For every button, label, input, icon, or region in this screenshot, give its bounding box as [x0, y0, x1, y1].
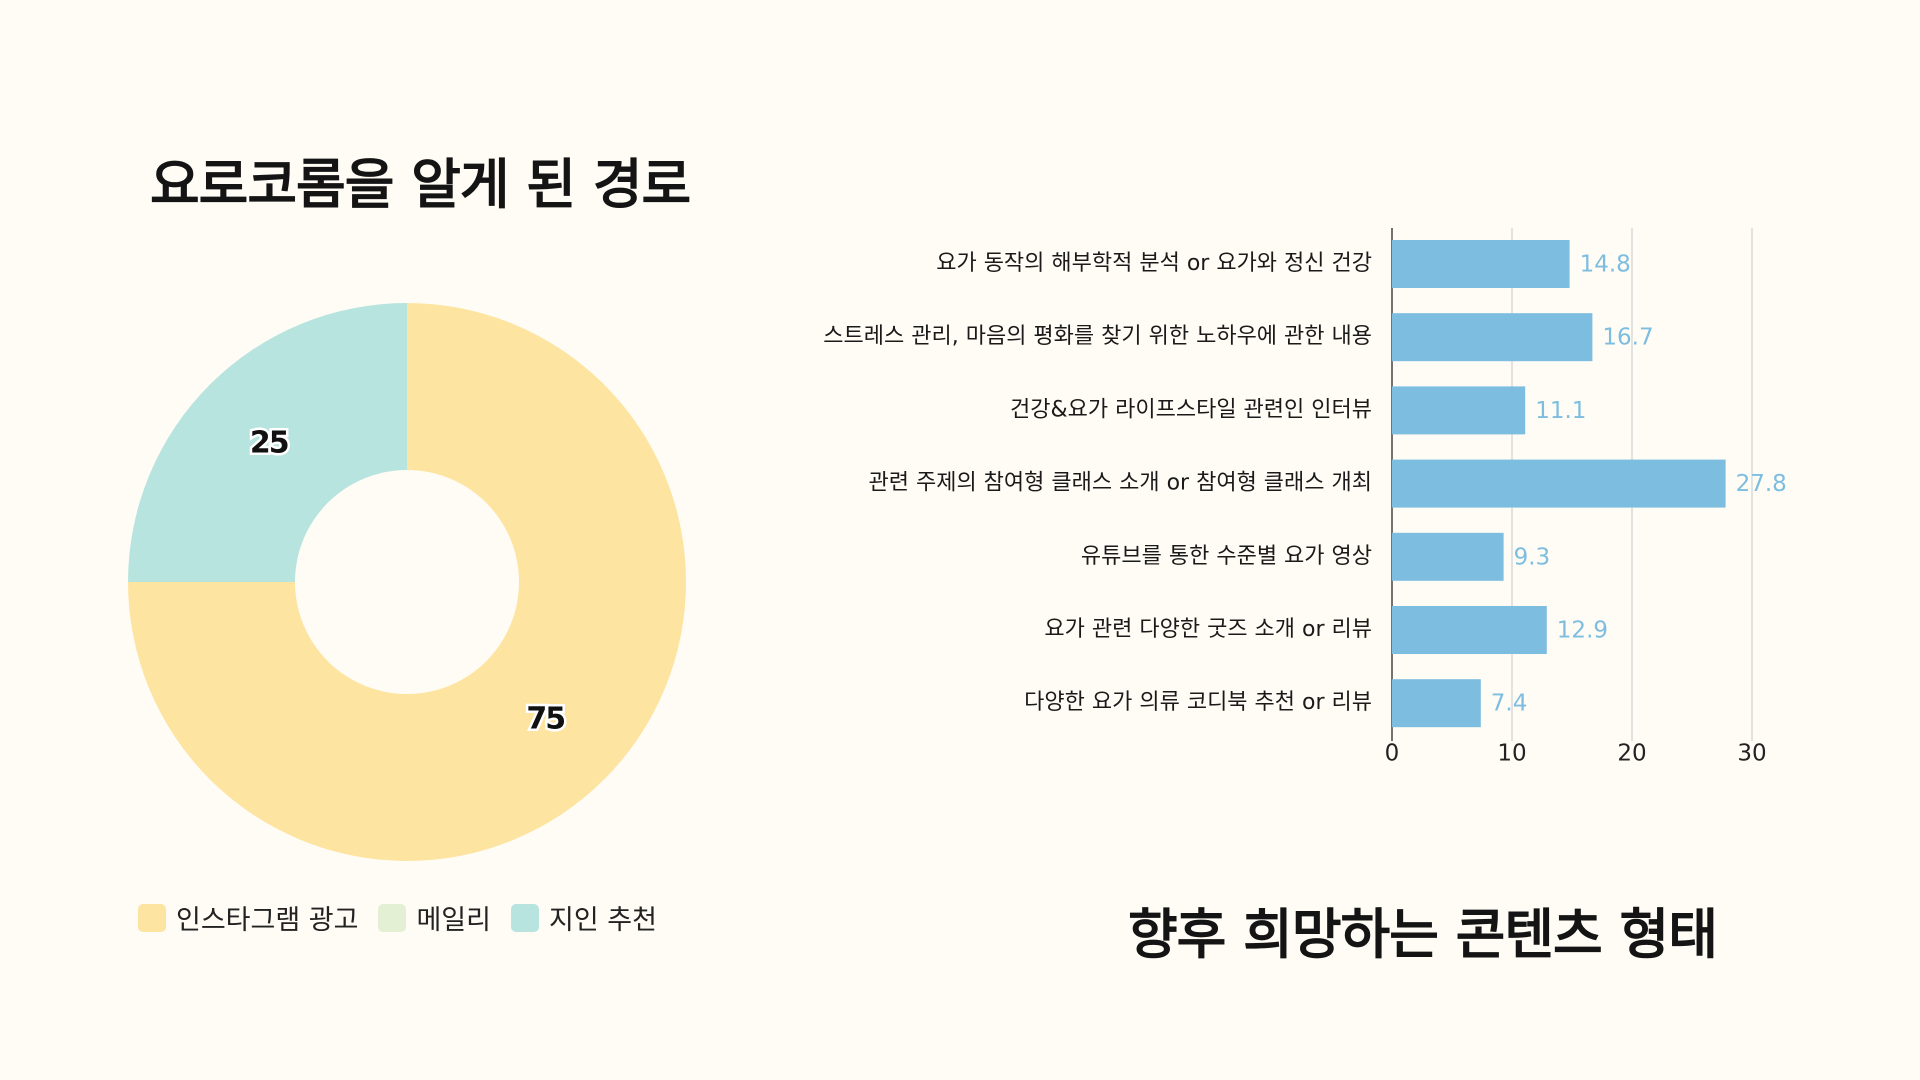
donut-slice-3	[128, 303, 407, 582]
bar-3	[1392, 386, 1526, 435]
bar-category-label-3: 건강&요가 라이프스타일 관련인 인터뷰	[1010, 397, 1372, 422]
bar-category-label-5: 유튜브를 통한 수준별 요가 영상	[1081, 544, 1372, 569]
bar-1	[1392, 240, 1570, 288]
bar-value-label-2: 16.7	[1602, 325, 1653, 351]
bar-category-label-1: 요가 동작의 해부학적 분석 or 요가와 정신 건강	[936, 251, 1372, 276]
donut-data-label-3: 25	[250, 425, 288, 460]
donut-slice-1	[128, 303, 686, 861]
bar-value-label-5: 9.3	[1514, 544, 1551, 570]
bar-4	[1392, 459, 1726, 508]
x-tick-label-30: 30	[1737, 741, 1766, 767]
legend-swatch	[138, 903, 166, 932]
bar-category-label-7: 다양한 요가 의류 코디북 추천 or 리뷰	[1024, 690, 1372, 715]
bar-2	[1392, 313, 1593, 362]
bar-value-label-3: 11.1	[1535, 398, 1586, 424]
bar-chart-title: 향후 희망하는 콘텐츠 형태	[1128, 903, 1718, 966]
legend-label: 지인 추천	[549, 905, 657, 936]
x-tick-label-20: 20	[1617, 741, 1646, 767]
bar-chart: 14.8 요가 동작의 해부학적 분석 or 요가와 정신 건강 16.7 스트레스 …	[823, 228, 1787, 767]
legend-label: 메일리	[416, 905, 491, 936]
bar-category-label-6: 요가 관련 다양한 굿즈 소개 or 리뷰	[1044, 617, 1372, 642]
legend-item-2: 메일리	[378, 898, 491, 937]
bar-category-label-4: 관련 주제의 참여형 클래스 소개 or 참여형 클래스 개최	[869, 471, 1373, 496]
donut-legend: 인스타그램 광고 메일리 지인 추천	[138, 898, 677, 937]
donut-data-label-1: 75	[526, 702, 564, 737]
bar-value-label-7: 7.4	[1491, 691, 1528, 717]
bar-7	[1392, 679, 1481, 728]
legend-swatch	[511, 903, 539, 932]
legend-label: 인스타그램 광고	[176, 905, 359, 936]
bar-value-label-1: 14.8	[1580, 252, 1631, 278]
bar-value-label-6: 12.9	[1557, 618, 1608, 644]
bar-category-label-2: 스트레스 관리, 마음의 평화를 찾기 위한 노하우에 관한 내용	[823, 324, 1372, 349]
x-tick-label-10: 10	[1497, 741, 1526, 767]
legend-swatch	[378, 903, 407, 932]
legend-item-3: 지인 추천	[511, 898, 657, 937]
bar-5	[1392, 532, 1504, 581]
bar-6	[1392, 606, 1547, 654]
donut-chart: 75 25	[128, 303, 686, 861]
donut-chart-title: 요로코롬을 알게 된 경로	[150, 153, 691, 216]
x-tick-label-0: 0	[1385, 741, 1400, 767]
bar-value-label-4: 27.8	[1736, 471, 1787, 497]
legend-item-1: 인스타그램 광고	[138, 898, 358, 937]
